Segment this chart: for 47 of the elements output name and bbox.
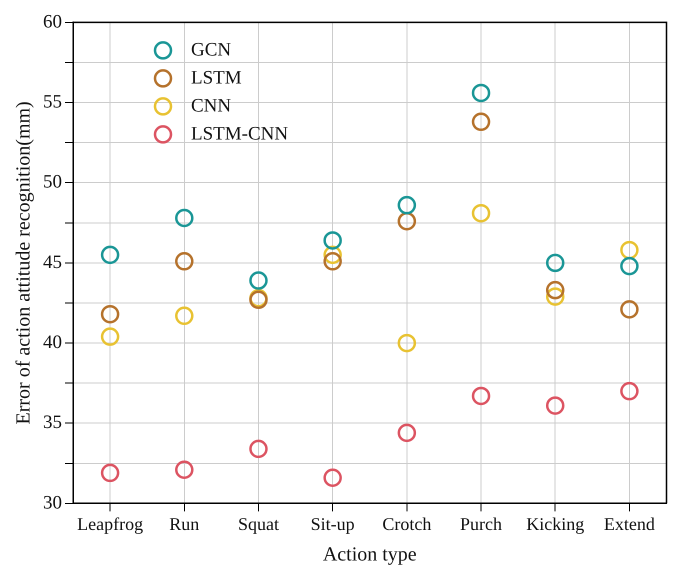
legend-label: CNN <box>191 95 232 116</box>
point <box>175 208 194 228</box>
x-tick-label: Leapfrog <box>77 514 144 534</box>
point <box>546 280 564 300</box>
point <box>620 382 639 400</box>
y-tick-label: 30 <box>43 492 62 514</box>
y-tick-label: 60 <box>43 11 62 32</box>
point <box>398 334 416 352</box>
x-tick-label: Squat <box>238 514 279 534</box>
point <box>100 304 120 324</box>
x-tick-label: Kicking <box>526 514 584 534</box>
x-axis-title: Action type <box>322 543 417 566</box>
point <box>620 300 639 319</box>
point <box>323 468 342 487</box>
x-tick-label: Crotch <box>382 514 432 534</box>
point <box>100 246 120 264</box>
point <box>546 396 564 415</box>
point <box>100 464 120 482</box>
point <box>472 112 490 132</box>
legend-label: LSTM <box>191 67 242 88</box>
point <box>249 271 268 290</box>
point <box>620 256 639 276</box>
y-axis-title: Error of action attitude recognition(mm) <box>12 101 34 425</box>
y-tick-label: 40 <box>43 332 62 354</box>
point <box>472 386 490 406</box>
y-tick-label: 35 <box>43 412 62 434</box>
legend-label: GCN <box>191 39 232 60</box>
x-tick-label: Sit-up <box>310 514 355 534</box>
point <box>175 460 194 479</box>
point <box>100 327 120 346</box>
point <box>472 204 490 222</box>
x-tick-label: Extend <box>604 514 655 534</box>
point <box>546 254 564 272</box>
point <box>175 252 194 271</box>
point <box>398 424 416 442</box>
point <box>398 196 416 214</box>
legend-label: LSTM-CNN <box>191 123 288 144</box>
point <box>175 306 194 326</box>
y-tick-label: 50 <box>43 172 62 193</box>
y-tick-label: 55 <box>43 92 62 113</box>
point <box>249 440 268 458</box>
y-tick-label: 45 <box>43 252 62 273</box>
point <box>323 231 342 250</box>
point <box>472 84 490 102</box>
x-tick-label: Purch <box>460 514 502 534</box>
x-tick-label: Run <box>169 514 200 534</box>
point <box>323 252 342 271</box>
